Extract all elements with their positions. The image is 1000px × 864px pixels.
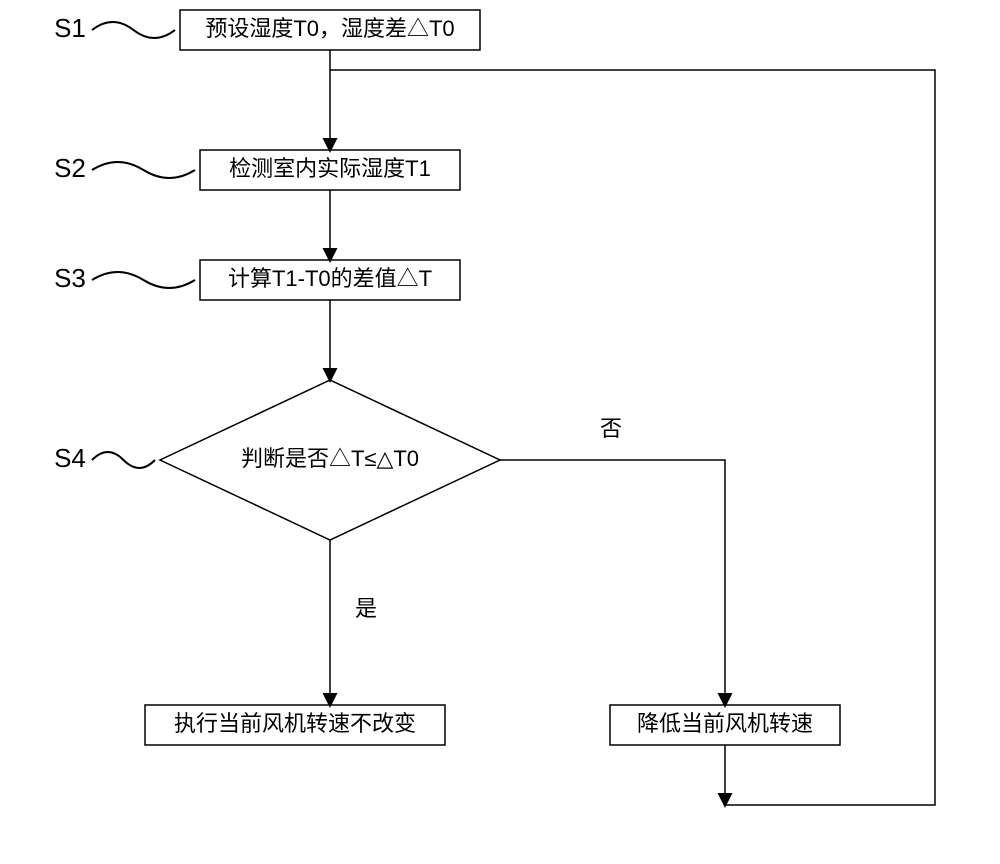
wave-s1 xyxy=(92,22,175,38)
box-s1-text: 预设湿度T0，湿度差△T0 xyxy=(205,16,454,41)
label-no: 否 xyxy=(600,416,622,441)
box-no-text: 降低当前风机转速 xyxy=(637,711,813,736)
step-label-s3: S3 xyxy=(54,263,86,293)
diamond-s4-text: 判断是否△T≤△T0 xyxy=(241,446,419,471)
label-yes: 是 xyxy=(355,596,377,621)
wave-s4 xyxy=(92,452,155,468)
box-yes-text: 执行当前风机转速不改变 xyxy=(174,711,416,736)
wave-s2 xyxy=(92,162,195,178)
box-s2-text: 检测室内实际湿度T1 xyxy=(229,156,431,181)
arrow-s4-no xyxy=(500,460,725,705)
step-label-s4: S4 xyxy=(54,443,86,473)
wave-s3 xyxy=(92,272,195,288)
step-label-s2: S2 xyxy=(54,153,86,183)
box-s3-text: 计算T1-T0的差值△T xyxy=(228,266,432,291)
step-label-s1: S1 xyxy=(54,13,86,43)
